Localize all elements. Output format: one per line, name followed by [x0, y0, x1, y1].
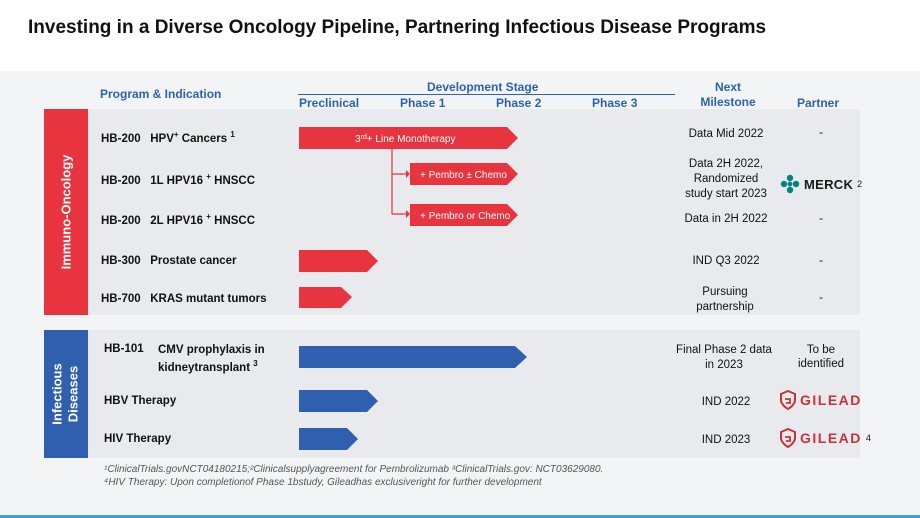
row-label-hb101: HB-101	[104, 343, 144, 355]
milestone-hb101: Final Phase 2 data in 2023	[676, 344, 772, 371]
milestone-hb300: IND Q3 2022	[692, 255, 760, 267]
bar-label-pembro-chemo: + Pembro ± Chemo	[420, 170, 507, 181]
row-label-hbv: HBV Therapy	[104, 395, 177, 407]
bar-hb300	[299, 250, 378, 272]
infectious-diseases-label: Infectious Diseases	[44, 330, 88, 458]
milestone-hb200-2l: Data in 2H 2022	[684, 213, 768, 225]
bar-hb200-2l	[410, 204, 518, 226]
bar-hb700	[299, 287, 352, 308]
milestone-hb200-1l: Data 2H 2022, Randomized study start 202…	[685, 158, 767, 200]
immuno-oncology-label: Immuno-Oncology	[44, 109, 88, 315]
stage-divider	[298, 94, 675, 95]
merck-icon	[780, 174, 800, 194]
header-phase1: Phase 1	[400, 96, 446, 110]
row-label-hb200-hpv: HB-200 HPV+ Cancers 1	[101, 130, 235, 145]
row-label-hb700: HB-700 KRAS mutant tumors	[101, 293, 267, 305]
header-partner: Partner	[797, 96, 840, 110]
milestone-hbv: IND 2022	[701, 396, 751, 408]
header-next-milestone: Next Milestone	[700, 80, 756, 109]
bar-label-pembro-or-chemo: + Pembro or Chemo	[420, 211, 511, 222]
milestone-hb200-hpv: Data Mid 2022	[688, 128, 764, 140]
row-label-hb300: HB-300 Prostate cancer	[101, 255, 237, 267]
bar-label-mono: 3rd+ Line Monotherapy	[355, 134, 455, 145]
row-label-hb200-1l: HB-200 1L HPV16 + HNSCC	[101, 172, 256, 187]
bottom-accent-line	[0, 515, 920, 518]
header-phase3: Phase 3	[592, 96, 638, 110]
bar-hiv	[299, 428, 358, 450]
bar-hb101	[299, 346, 527, 368]
row-label-hb101-indication: CMV prophylaxis in kidneytransplant 3	[158, 344, 265, 374]
bar-hb200-1l	[410, 163, 518, 185]
gilead-icon	[780, 390, 796, 410]
milestone-hb700: Pursuing partnership	[696, 286, 754, 313]
partner-hb700: -	[819, 292, 823, 304]
partner-hb101: To be identified	[797, 344, 845, 370]
partner-hb300: -	[819, 255, 823, 267]
header-phase2: Phase 2	[496, 96, 542, 110]
partner-hb200-2l: -	[819, 213, 823, 225]
gilead-logo-hbv: GILEAD	[780, 390, 862, 410]
milestone-hiv: IND 2023	[701, 434, 751, 446]
header-development-stage: Development Stage	[427, 80, 539, 94]
bar-hb200-hpv	[299, 127, 518, 149]
header-preclinical: Preclinical	[299, 96, 360, 110]
connector-arrow-2	[406, 210, 410, 218]
gilead-logo-hiv: GILEAD 4	[780, 428, 871, 448]
partner-hb200-hpv: -	[819, 127, 823, 139]
page-title: Investing in a Diverse Oncology Pipeline…	[28, 17, 767, 38]
bar-connector	[391, 149, 406, 215]
footnote-line1: ¹ClinicalTrials.govNCT04180215;²Clinical…	[104, 464, 604, 475]
gilead-icon	[780, 428, 796, 448]
bar-hbv	[299, 390, 378, 412]
header-program: Program & Indication	[100, 87, 222, 101]
row-label-hiv: HIV Therapy	[104, 433, 172, 445]
footnote-line2: ⁴HIV Therapy: Upon completionof Phase 1b…	[104, 477, 542, 488]
row-label-hb200-2l: HB-200 2L HPV16 + HNSCC	[101, 212, 256, 227]
merck-logo: MERCK 2	[780, 174, 862, 194]
connector-arrow-1	[406, 170, 410, 178]
